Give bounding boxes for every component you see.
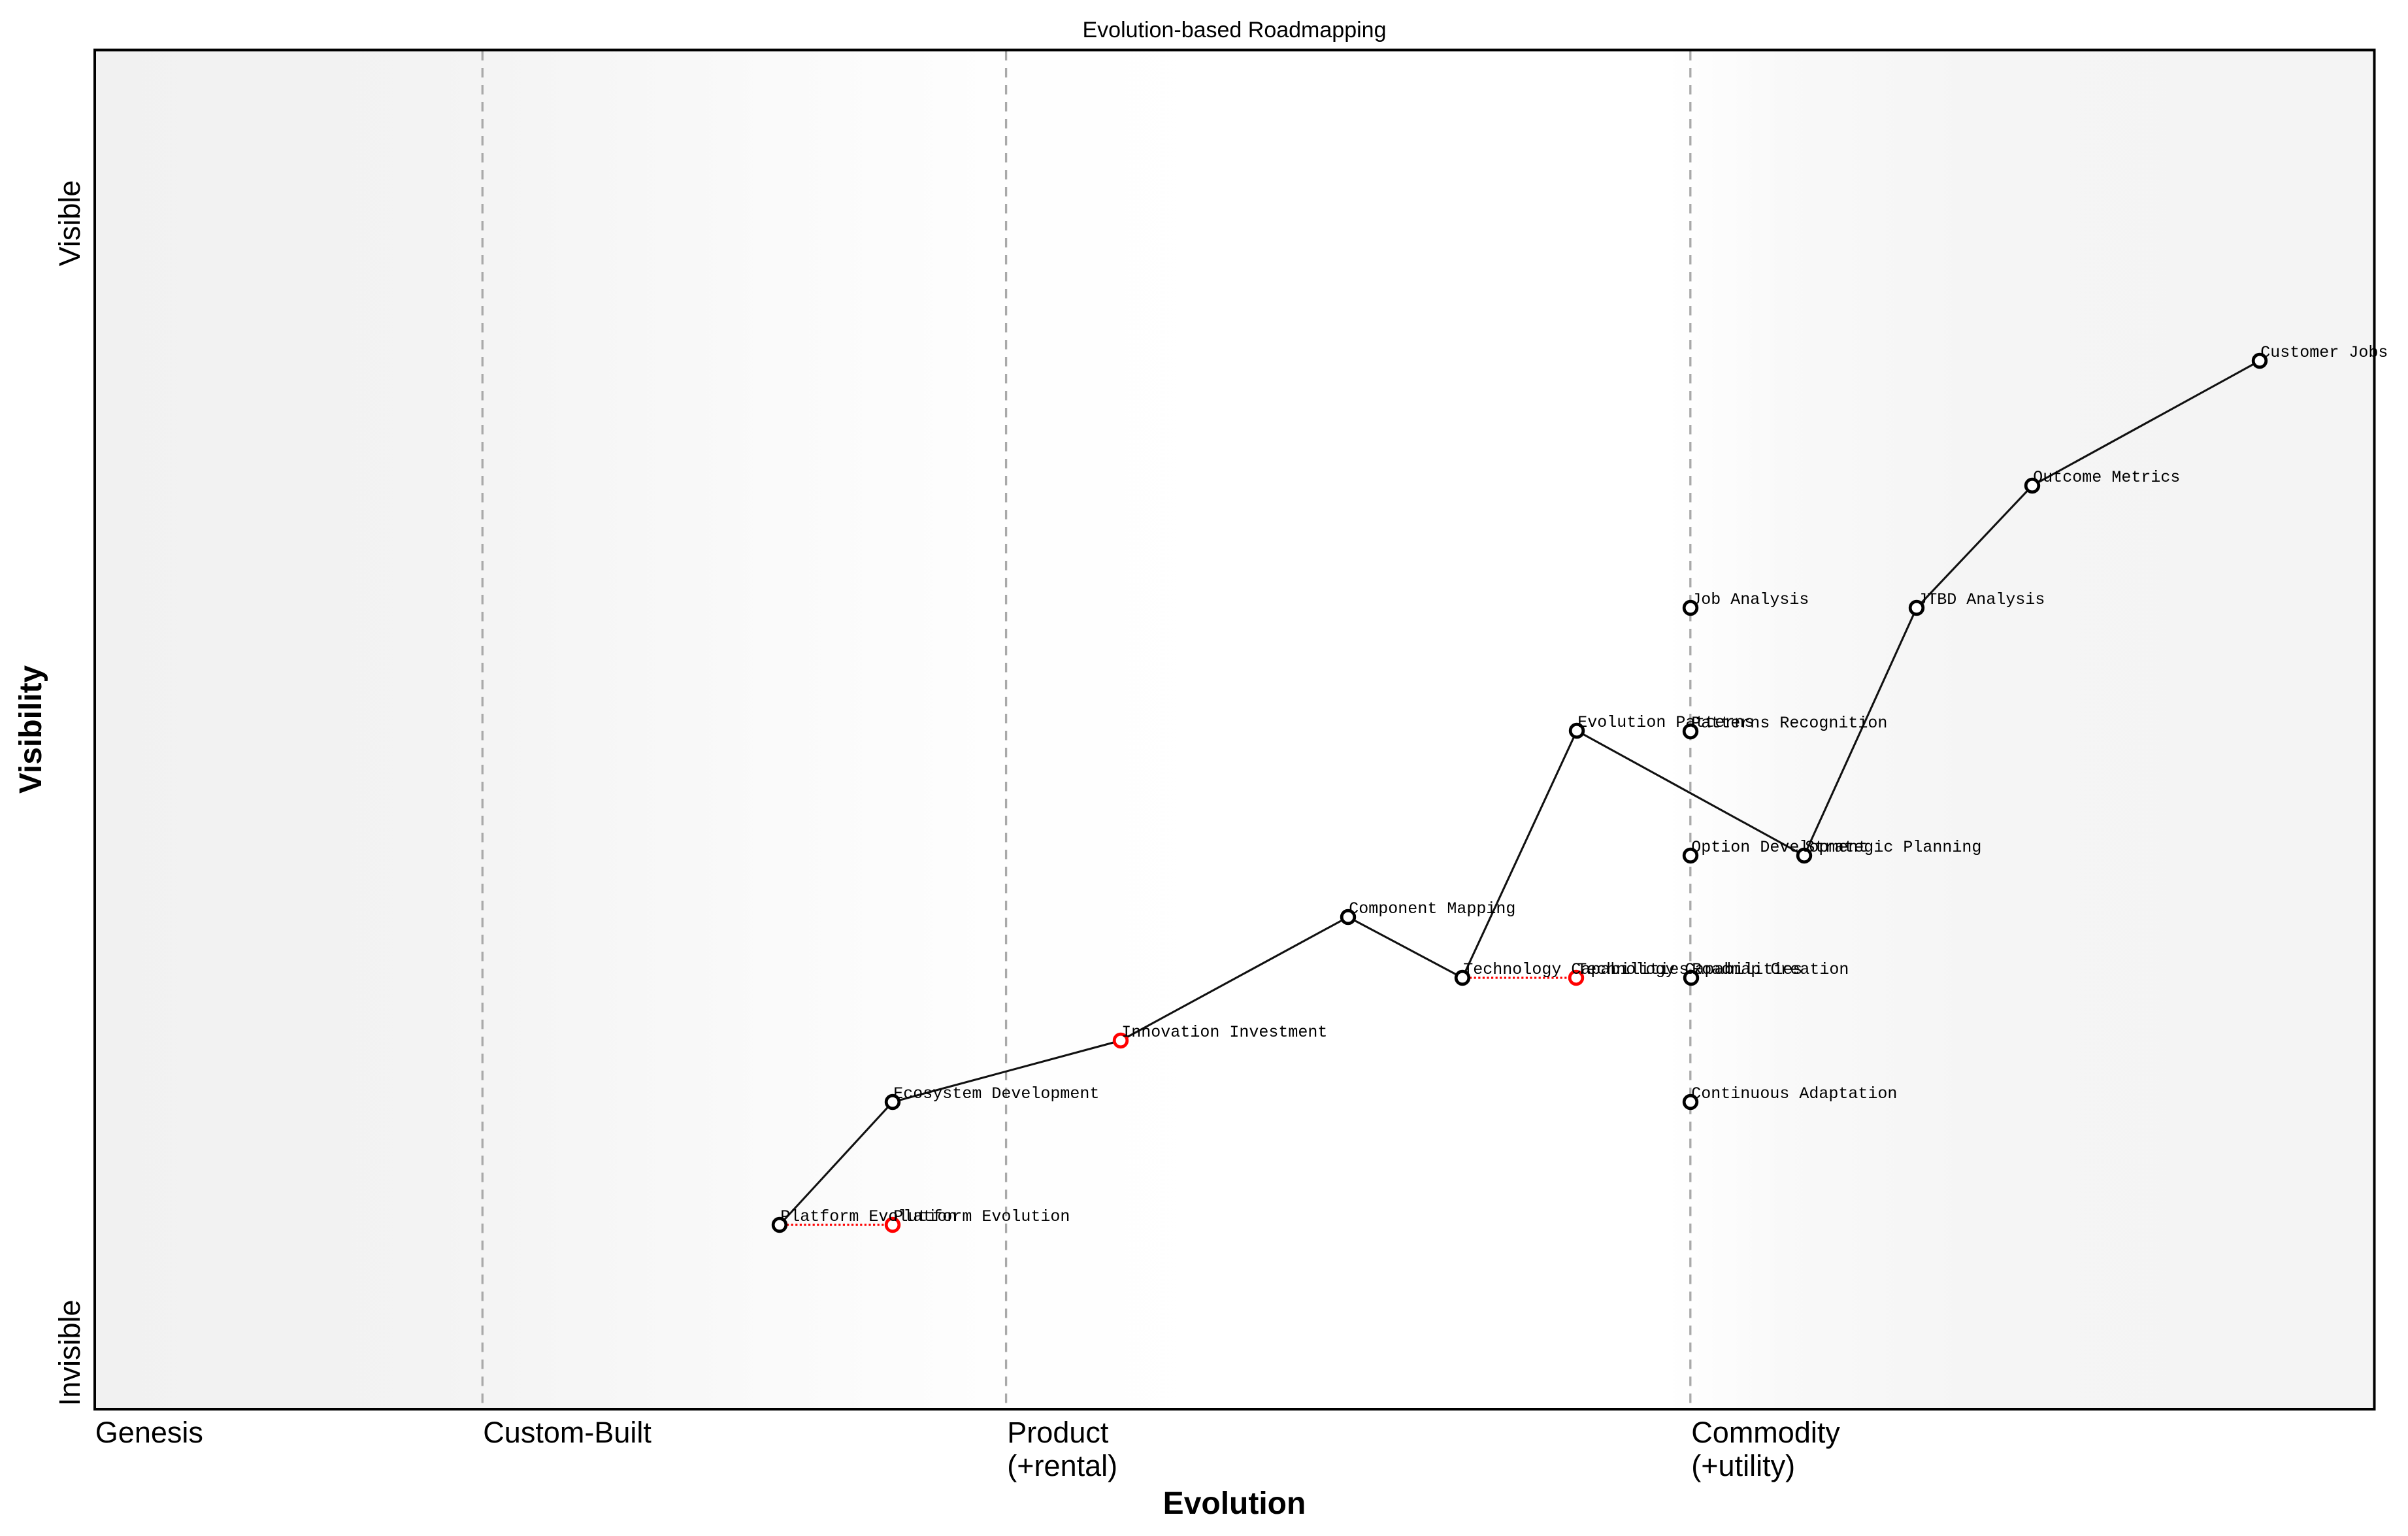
svg-text:Outcome Metrics: Outcome Metrics (2033, 468, 2180, 487)
svg-text:Invisible: Invisible (53, 1300, 86, 1407)
svg-text:Platform Evolution: Platform Evolution (893, 1207, 1070, 1226)
svg-text:Visible: Visible (53, 180, 86, 267)
svg-text:Strategic Planning: Strategic Planning (1805, 838, 1981, 857)
svg-text:Platform Evolution: Platform Evolution (780, 1207, 957, 1226)
svg-text:Continuous Adaptation: Continuous Adaptation (1691, 1084, 1897, 1103)
svg-text:Customer Jobs: Customer Jobs (2260, 343, 2388, 362)
svg-text:Patterns Recognition: Patterns Recognition (1691, 714, 1887, 733)
svg-text:Product: Product (1007, 1416, 1109, 1449)
svg-text:Technology Capabilities: Technology Capabilities (1577, 960, 1802, 979)
svg-text:Ecosystem Development: Ecosystem Development (893, 1084, 1099, 1103)
svg-text:JTBD Analysis: JTBD Analysis (1917, 590, 2045, 609)
svg-text:(+utility): (+utility) (1691, 1449, 1795, 1482)
svg-text:Option Development: Option Development (1691, 838, 1868, 857)
svg-text:Evolution: Evolution (1163, 1486, 1306, 1521)
svg-text:Technology Capabilities: Technology Capabilities (1463, 960, 1689, 979)
svg-text:Custom-Built: Custom-Built (483, 1416, 651, 1449)
svg-text:Innovation Investment: Innovation Investment (1121, 1023, 1327, 1042)
svg-text:Commodity: Commodity (1691, 1416, 1840, 1449)
svg-text:Job Analysis: Job Analysis (1691, 590, 1809, 609)
svg-text:Visibility: Visibility (14, 665, 48, 793)
svg-text:Genesis: Genesis (95, 1416, 203, 1449)
svg-text:Evolution-based Roadmapping: Evolution-based Roadmapping (1083, 18, 1387, 42)
svg-text:Roadmap Creation: Roadmap Creation (1692, 960, 1849, 979)
svg-text:(+rental): (+rental) (1007, 1449, 1117, 1482)
svg-text:Component Mapping: Component Mapping (1349, 899, 1515, 918)
svg-text:Evolution Patterns: Evolution Patterns (1577, 713, 1754, 732)
